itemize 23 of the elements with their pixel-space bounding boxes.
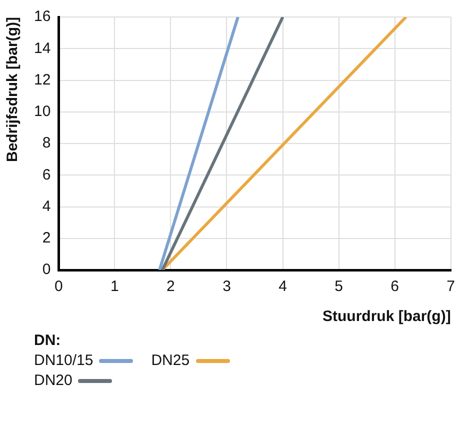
x-tick-label: 2 [166, 278, 175, 296]
y-axis-title: Bedrijfsdruk [bar(g)] [4, 17, 22, 162]
y-tick-label: 6 [42, 166, 51, 184]
y-tick-label: 10 [34, 103, 51, 120]
x-tick-label: 7 [446, 278, 455, 296]
y-tick-label: 0 [42, 261, 51, 278]
x-axis-title: Stuurdruk [bar(g)] [322, 308, 451, 326]
x-tick-label: 6 [390, 278, 399, 296]
y-tick-label: 2 [42, 230, 51, 247]
legend-title: DN: [34, 332, 62, 349]
legend-label: DN10/15 [34, 351, 94, 371]
y-tick-label: 4 [42, 198, 51, 215]
legend-label: DN25 [151, 351, 190, 371]
x-tick-label: 5 [334, 278, 343, 296]
x-tick-label: 4 [278, 278, 287, 296]
y-tick-label: 12 [34, 71, 51, 88]
x-tick-label: 3 [222, 278, 231, 296]
y-tick-label: 14 [34, 40, 51, 57]
x-tick-label: 1 [110, 278, 119, 296]
y-tick-label: 16 [34, 8, 51, 26]
x-tick-label: 0 [54, 278, 63, 296]
y-tick-label: 8 [42, 134, 51, 152]
legend-label: DN20 [34, 371, 72, 391]
